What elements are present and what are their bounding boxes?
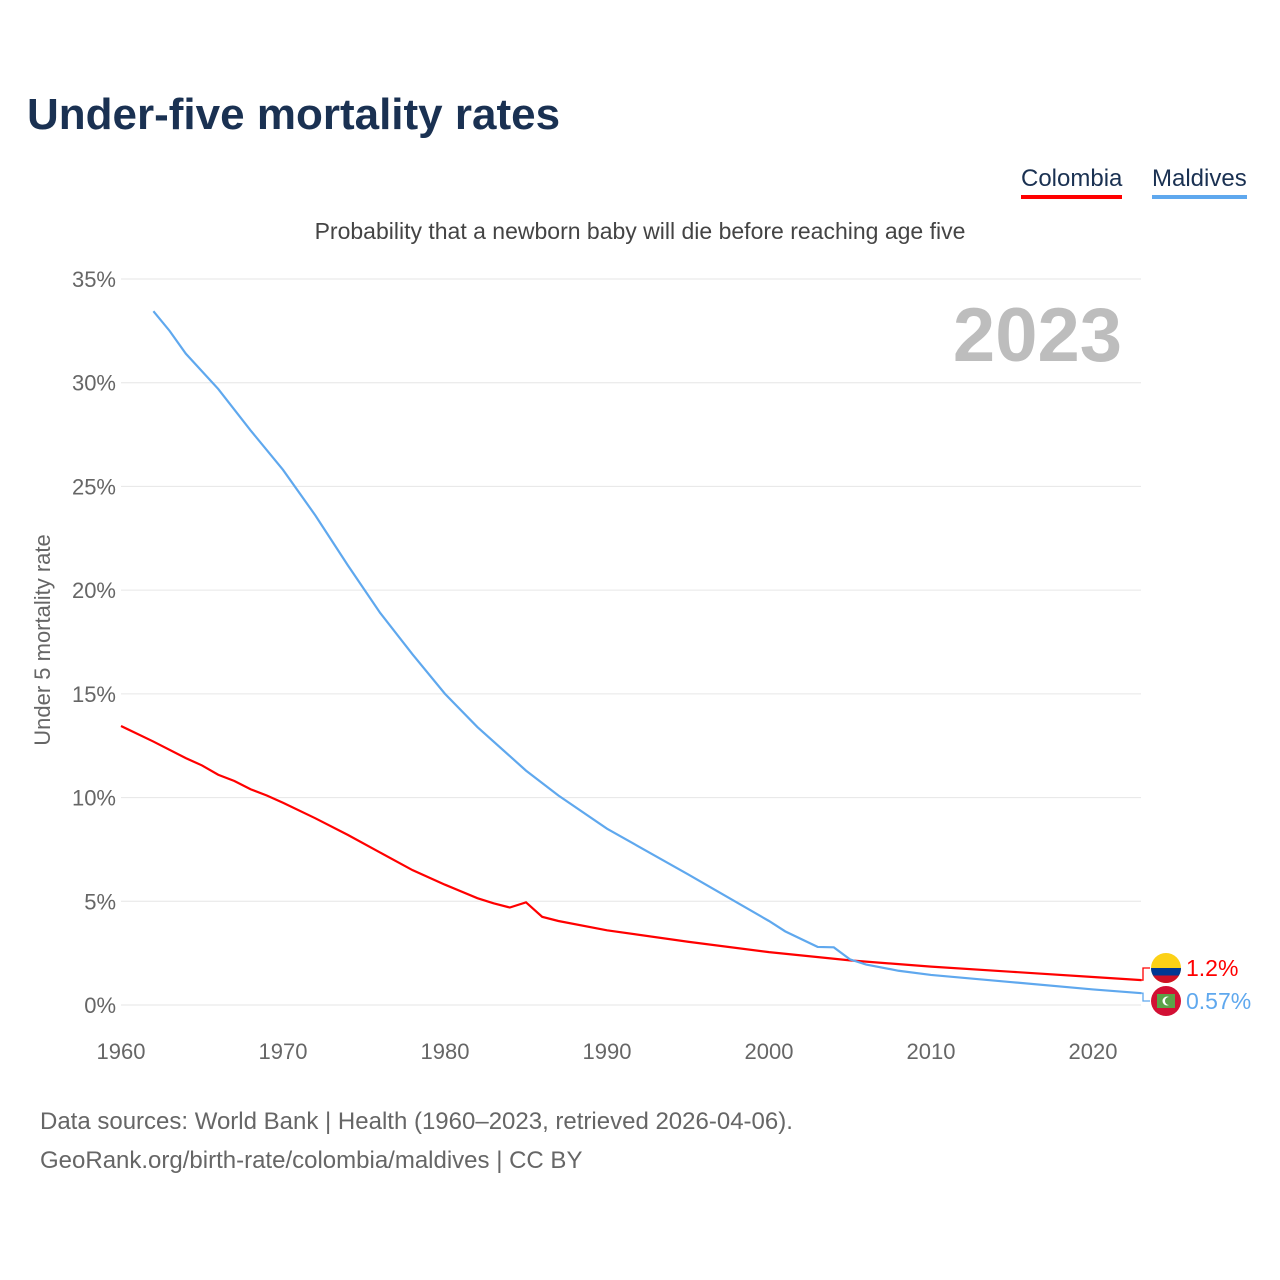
x-tick-label: 1990 (583, 1039, 632, 1064)
y-axis-label: Under 5 mortality rate (30, 534, 55, 746)
maldives-crescent-cut (1165, 997, 1173, 1005)
x-tick-label: 2010 (907, 1039, 956, 1064)
y-tick-label: 30% (72, 371, 116, 396)
y-tick-label: 15% (72, 682, 116, 707)
y-tick-label: 25% (72, 474, 116, 499)
end-value-label: 0.57% (1186, 988, 1251, 1014)
series-line-maldives (152, 310, 1142, 995)
x-tick-label: 2000 (745, 1039, 794, 1064)
end-value-label: 1.2% (1186, 955, 1238, 981)
y-tick-label: 20% (72, 578, 116, 603)
x-tick-label: 2020 (1069, 1039, 1118, 1064)
year-label: 2023 (952, 293, 1122, 378)
chart-title: Under-five mortality rates (27, 90, 561, 139)
x-tick-label: 1980 (421, 1039, 470, 1064)
label-connector (1141, 967, 1150, 981)
chart-subtitle: Probability that a newborn baby will die… (314, 218, 966, 244)
legend-maldives[interactable]: Maldives (1152, 165, 1247, 199)
label-connector (1141, 992, 1150, 1002)
y-tick-label: 0% (84, 993, 116, 1018)
source-line: Data sources: World Bank | Health (1960–… (40, 1108, 793, 1135)
x-tick-label: 1960 (97, 1039, 146, 1064)
series-line-colombia (120, 725, 1142, 982)
y-tick-label: 35% (72, 267, 116, 292)
url-line[interactable]: GeoRank.org/birth-rate/colombia/maldives… (40, 1147, 583, 1174)
legend-colombia[interactable]: Colombia (1021, 165, 1123, 199)
y-tick-label: 5% (84, 889, 116, 914)
colombia-flag-blue (1151, 968, 1181, 976)
x-tick-label: 1970 (259, 1039, 308, 1064)
y-tick-label: 10% (72, 786, 116, 811)
colombia-flag-red (1153, 975, 1179, 984)
